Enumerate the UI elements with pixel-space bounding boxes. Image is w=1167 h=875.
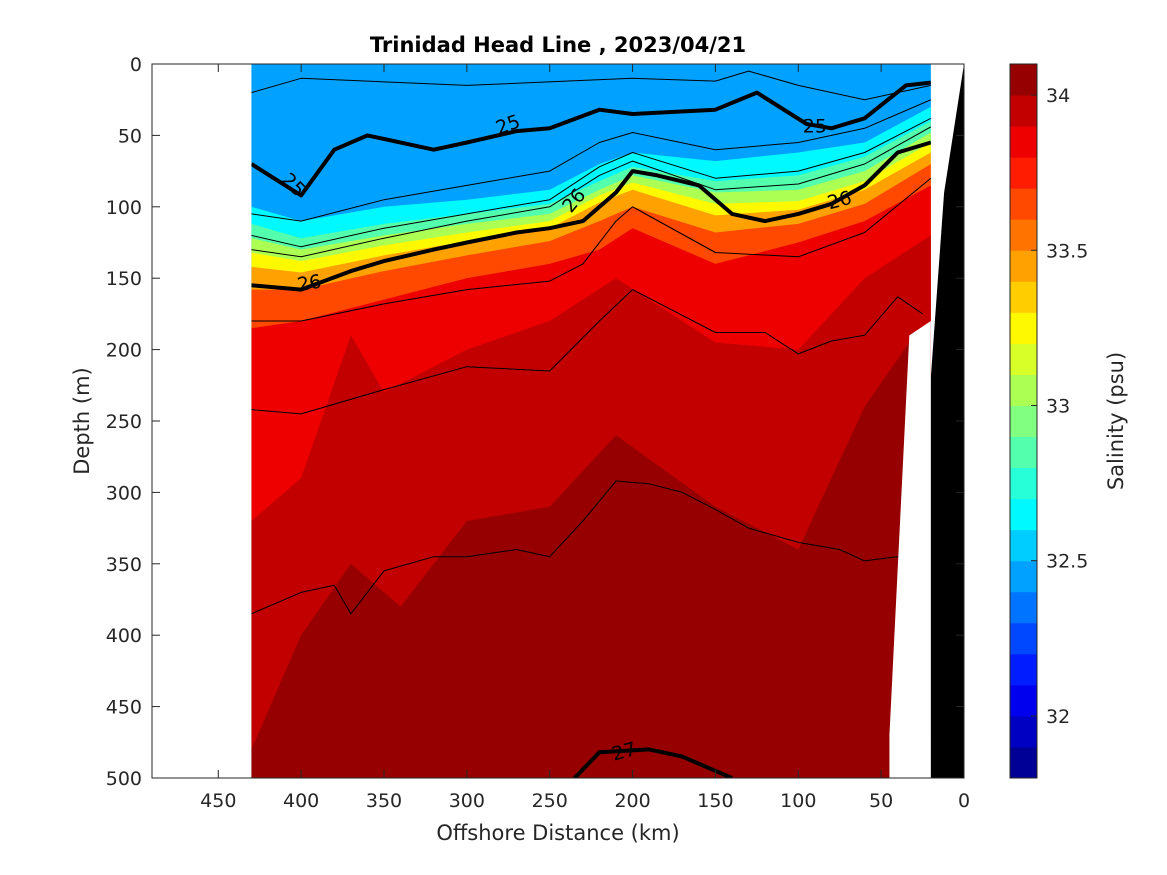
x-tick-label: 50 [869, 790, 893, 812]
salinity-band-34 [251, 335, 915, 778]
colorbar-swatch [1010, 560, 1037, 593]
y-tick-label: 450 [106, 697, 142, 719]
y-tick-label: 50 [118, 125, 142, 147]
density-contour-layer [251, 70, 931, 778]
sigma-contour-25.2 [251, 99, 931, 222]
colorbar-frame [1009, 63, 1038, 779]
seafloor-layer [889, 64, 964, 778]
colorbar-swatch [1010, 715, 1037, 748]
colorbar-swatch [1010, 622, 1037, 655]
colorbar-swatch [1010, 436, 1037, 469]
y-tick-label: 400 [106, 625, 142, 647]
sigma-contour-25.4 [251, 117, 931, 248]
colorbar-tick-label: 32 [1046, 706, 1070, 728]
colorbar-swatch [1010, 157, 1037, 189]
x-tick-label: 0 [958, 790, 970, 812]
y-axis: 0 50 100 150 200 250 300 350 400 450 500 [106, 54, 964, 790]
colorbar-swatch [1010, 343, 1037, 375]
x-tick-label: 400 [283, 790, 319, 812]
y-tick-label: 0 [130, 54, 142, 76]
colorbar-tick-label: 34 [1046, 85, 1070, 107]
colorbar-swatch [1010, 374, 1037, 406]
y-tick-label: 150 [106, 268, 142, 290]
colorbar-swatch [1010, 467, 1037, 500]
sigma-contour-26 [251, 140, 931, 292]
contour-label: 25 [803, 115, 827, 137]
x-tick-label: 300 [449, 790, 485, 812]
x-tick-label: 350 [366, 790, 402, 812]
x-tick-label: 250 [532, 790, 568, 812]
x-axis: 450 400 350 300 250 200 150 100 50 0 [200, 64, 970, 812]
colorbar-swatch [1010, 746, 1037, 779]
chart-title: Trinidad Head Line , 2023/04/21 [370, 33, 746, 57]
colorbar-swatch [1010, 126, 1037, 158]
sigma-contour-24.5 [251, 70, 931, 101]
colorbar-tick-label: 33.5 [1046, 240, 1088, 262]
colorbar-swatch [1010, 250, 1037, 282]
colorbar-swatch [1010, 498, 1037, 531]
salinity-fill-layer [251, 64, 931, 778]
x-tick-label: 450 [200, 790, 236, 812]
sigma-contour-25.6 [251, 126, 931, 258]
contour-label: 26 [296, 270, 324, 296]
x-tick-label: 150 [697, 790, 733, 812]
colorbar-swatch [1010, 188, 1037, 220]
colorbar-tick-label: 33 [1046, 395, 1070, 417]
y-axis-label: Depth (m) [70, 367, 94, 474]
no-data-gap [889, 321, 931, 778]
y-tick-label: 500 [106, 768, 142, 790]
y-tick-label: 100 [106, 197, 142, 219]
colorbar-label: Salinity (psu) [1104, 352, 1128, 490]
x-tick-label: 200 [614, 790, 650, 812]
colorbar-swatch [1010, 684, 1037, 717]
y-tick-label: 350 [106, 554, 142, 576]
colorbar-swatch [1010, 64, 1037, 96]
y-tick-label: 200 [106, 340, 142, 362]
sigma-contour-26.2 [251, 177, 931, 322]
sigma-contour-25 [251, 80, 931, 198]
x-tick-label: 100 [780, 790, 816, 812]
colorbar-swatch [1010, 529, 1037, 562]
colorbar-swatch [1010, 219, 1037, 251]
sigma-contour-27 [573, 747, 733, 778]
colorbar-swatch [1010, 312, 1037, 344]
colorbar-swatch [1010, 405, 1037, 438]
colorbar-swatch [1010, 281, 1037, 313]
colorbar-swatch [1010, 591, 1037, 624]
colorbar-swatch [1010, 95, 1037, 127]
y-tick-label: 250 [106, 411, 142, 433]
colorbar: 32 32.5 33 33.5 34 [1009, 63, 1088, 779]
y-tick-label: 300 [106, 482, 142, 504]
sigma-contour-26.4 [251, 289, 923, 415]
colorbar-swatch [1010, 653, 1037, 686]
x-axis-label: Offshore Distance (km) [436, 821, 679, 845]
sigma-contour-26.6 [251, 480, 931, 615]
colorbar-tick-label: 32.5 [1046, 551, 1088, 573]
